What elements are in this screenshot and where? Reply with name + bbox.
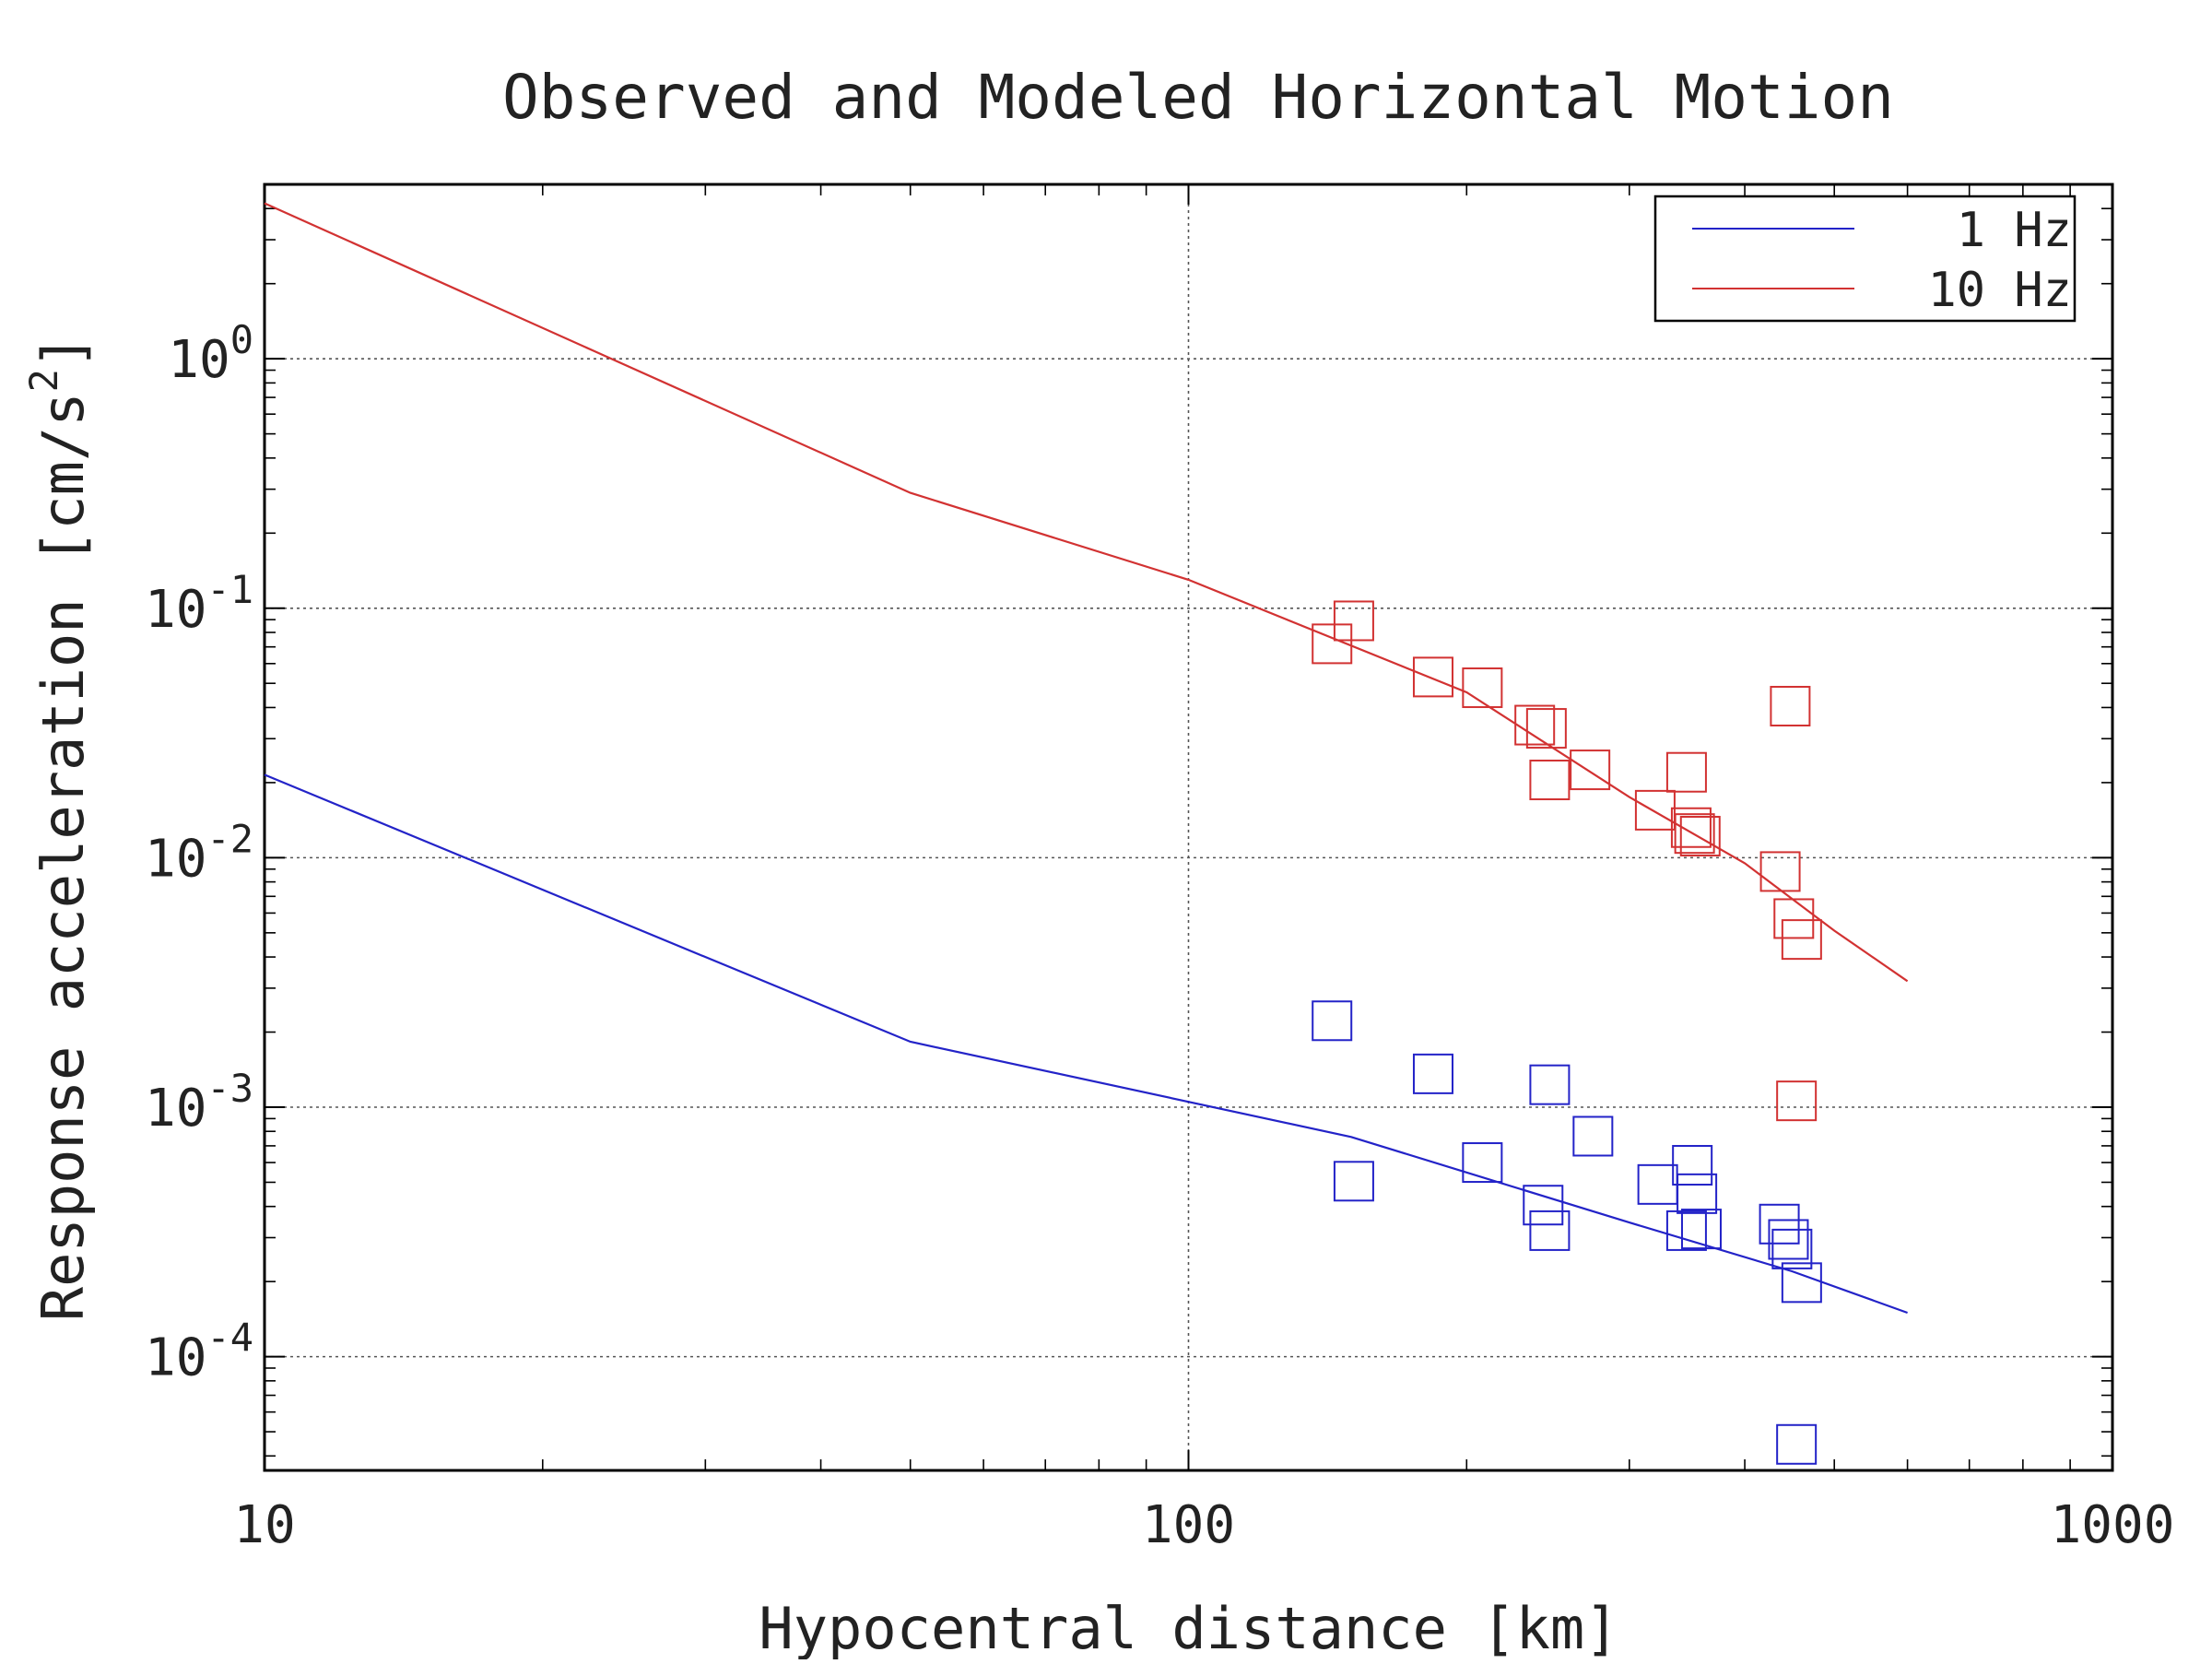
observed-marker-1hz (1680, 1209, 1722, 1250)
x-tick-label: 100 (1142, 1495, 1235, 1555)
observed-marker-1hz (1776, 1423, 1818, 1465)
y-tick-label: 10-2 (145, 816, 253, 889)
x-tick-label: 10 (233, 1495, 295, 1555)
y-tick-label: 10-1 (145, 567, 253, 640)
observed-marker-1hz (1529, 1210, 1571, 1251)
y-tick-exponent: -3 (206, 1066, 253, 1111)
observed-marker-10hz (1570, 749, 1611, 791)
observed-marker-1hz (1312, 1000, 1353, 1042)
observed-marker-10hz (1670, 807, 1712, 848)
observed-marker-10hz (1525, 708, 1567, 749)
observed-marker-10hz (1412, 656, 1453, 698)
observed-marker-1hz (1781, 1262, 1822, 1304)
observed-marker-1hz (1529, 1064, 1571, 1105)
observed-marker-1hz (1462, 1142, 1503, 1184)
legend-label-1hz: 1 Hz (1957, 203, 2072, 258)
observed-marker-10hz (1634, 789, 1676, 831)
legend-box (1653, 195, 2077, 323)
x-tick-label: 1000 (2051, 1495, 2175, 1555)
observed-marker-10hz (1333, 600, 1374, 642)
observed-marker-1hz (1412, 1053, 1453, 1094)
observed-marker-10hz (1312, 623, 1353, 665)
y-tick-base: 10 (145, 1328, 206, 1388)
y-tick-exponent: -1 (206, 567, 253, 612)
observed-marker-1hz (1672, 1145, 1713, 1186)
observed-marker-1hz (1572, 1115, 1614, 1157)
observed-marker-10hz (1679, 816, 1721, 857)
chart-title: Observed and Modeled Horizontal Motion (502, 62, 1894, 133)
y-axis-label-close: ] (29, 335, 97, 369)
y-axis-label: Response acceleration [cm/s2] (21, 335, 97, 1321)
observed-marker-10hz (1776, 1080, 1818, 1122)
observed-marker-10hz (1781, 919, 1822, 961)
y-tick-base: 10 (168, 330, 229, 390)
grid-lines (265, 184, 2112, 1470)
y-axis-label-main: Response acceleration [cm/s (29, 392, 97, 1321)
observed-marker-10hz (1665, 751, 1707, 793)
y-tick-exponent: -4 (206, 1316, 253, 1361)
legend: 1 Hz 10 Hz (1653, 195, 2077, 323)
observed-marker-1hz (1768, 1219, 1809, 1260)
observed-marker-1hz (1665, 1210, 1707, 1251)
observed-marker-1hz (1523, 1185, 1564, 1226)
observed-marker-1hz (1771, 1228, 1813, 1269)
observed-marker-10hz (1462, 667, 1503, 709)
observed-marker-10hz (1514, 704, 1556, 746)
legend-label-10hz: 10 Hz (1927, 263, 2072, 318)
y-tick-exponent: 0 (230, 317, 253, 362)
y-tick-base: 10 (145, 829, 206, 889)
observed-marker-10hz (1770, 685, 1811, 726)
observed-marker-10hz (1529, 760, 1571, 801)
x-axis-label: Hypocentral distance [km] (759, 1595, 1618, 1659)
y-tick-label: 100 (168, 317, 253, 390)
observed-marker-10hz (1674, 813, 1715, 855)
plot-frame (263, 183, 2114, 1472)
y-axis-label-exponent: 2 (21, 369, 66, 392)
observed-marker-1hz (1677, 1173, 1718, 1214)
y-tick-label: 10-3 (145, 1066, 253, 1139)
y-tick-exponent: -2 (206, 816, 253, 861)
model-line-1hz (264, 773, 1908, 1315)
y-tick-label: 10-4 (145, 1316, 253, 1388)
y-tick-base: 10 (145, 1079, 206, 1139)
observed-marker-10hz (1759, 851, 1801, 892)
observed-markers (1312, 600, 1822, 1465)
observed-marker-1hz (1759, 1203, 1800, 1245)
observed-marker-10hz (1773, 898, 1815, 939)
y-tick-base: 10 (145, 580, 206, 640)
observed-marker-1hz (1333, 1161, 1374, 1202)
